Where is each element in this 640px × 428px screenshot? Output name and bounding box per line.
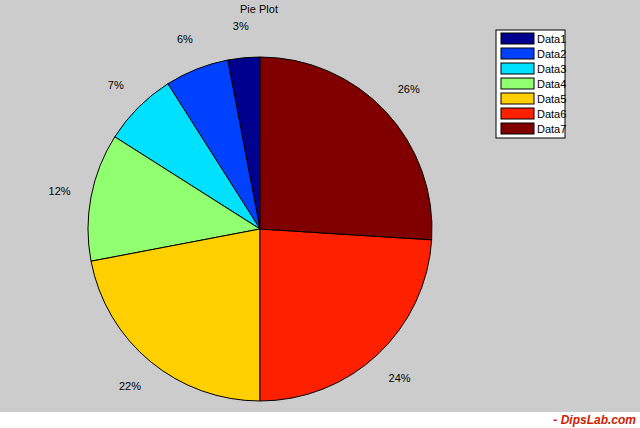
watermark: - DipsLab.com [553, 413, 636, 427]
data-label: 22% [119, 380, 141, 392]
chart-svg: 3%6%7%12%22%24%26%Pie PlotData1Data2Data… [0, 0, 640, 428]
data-label: 26% [398, 83, 420, 95]
data-label: 6% [177, 33, 193, 45]
pie-slice [260, 57, 432, 240]
legend-label: Data3 [537, 63, 566, 75]
pie-slices [88, 57, 432, 401]
legend-swatch [501, 78, 534, 89]
legend-swatch [501, 63, 534, 74]
legend-label: Data1 [537, 33, 566, 45]
pie-labels: 3% 6% 7% 12% 22% 24% 26% [49, 20, 420, 392]
chart-container: 3%6%7%12%22%24%26%Pie PlotData1Data2Data… [0, 0, 640, 428]
data-label: 7% [108, 79, 124, 91]
data-label: 3% [233, 20, 249, 32]
legend-swatch [501, 48, 534, 59]
footer-background [0, 412, 640, 428]
legend-swatch [501, 33, 534, 44]
pie-slice [91, 229, 260, 401]
legend: Data1 Data2 Data3 Data4 Data5 Data6 Data7 [496, 30, 566, 138]
data-label: 12% [49, 185, 71, 197]
chart-title: Pie Plot [240, 3, 278, 15]
legend-swatch [501, 123, 534, 134]
figure-background [0, 0, 640, 412]
pie-slice [260, 229, 432, 401]
legend-label: Data2 [537, 48, 566, 60]
legend-label: Data4 [537, 78, 566, 90]
data-label: 24% [389, 372, 411, 384]
legend-label: Data7 [537, 123, 566, 135]
legend-label: Data6 [537, 108, 566, 120]
legend-label: Data5 [537, 93, 566, 105]
legend-swatch [501, 93, 534, 104]
legend-swatch [501, 108, 534, 119]
